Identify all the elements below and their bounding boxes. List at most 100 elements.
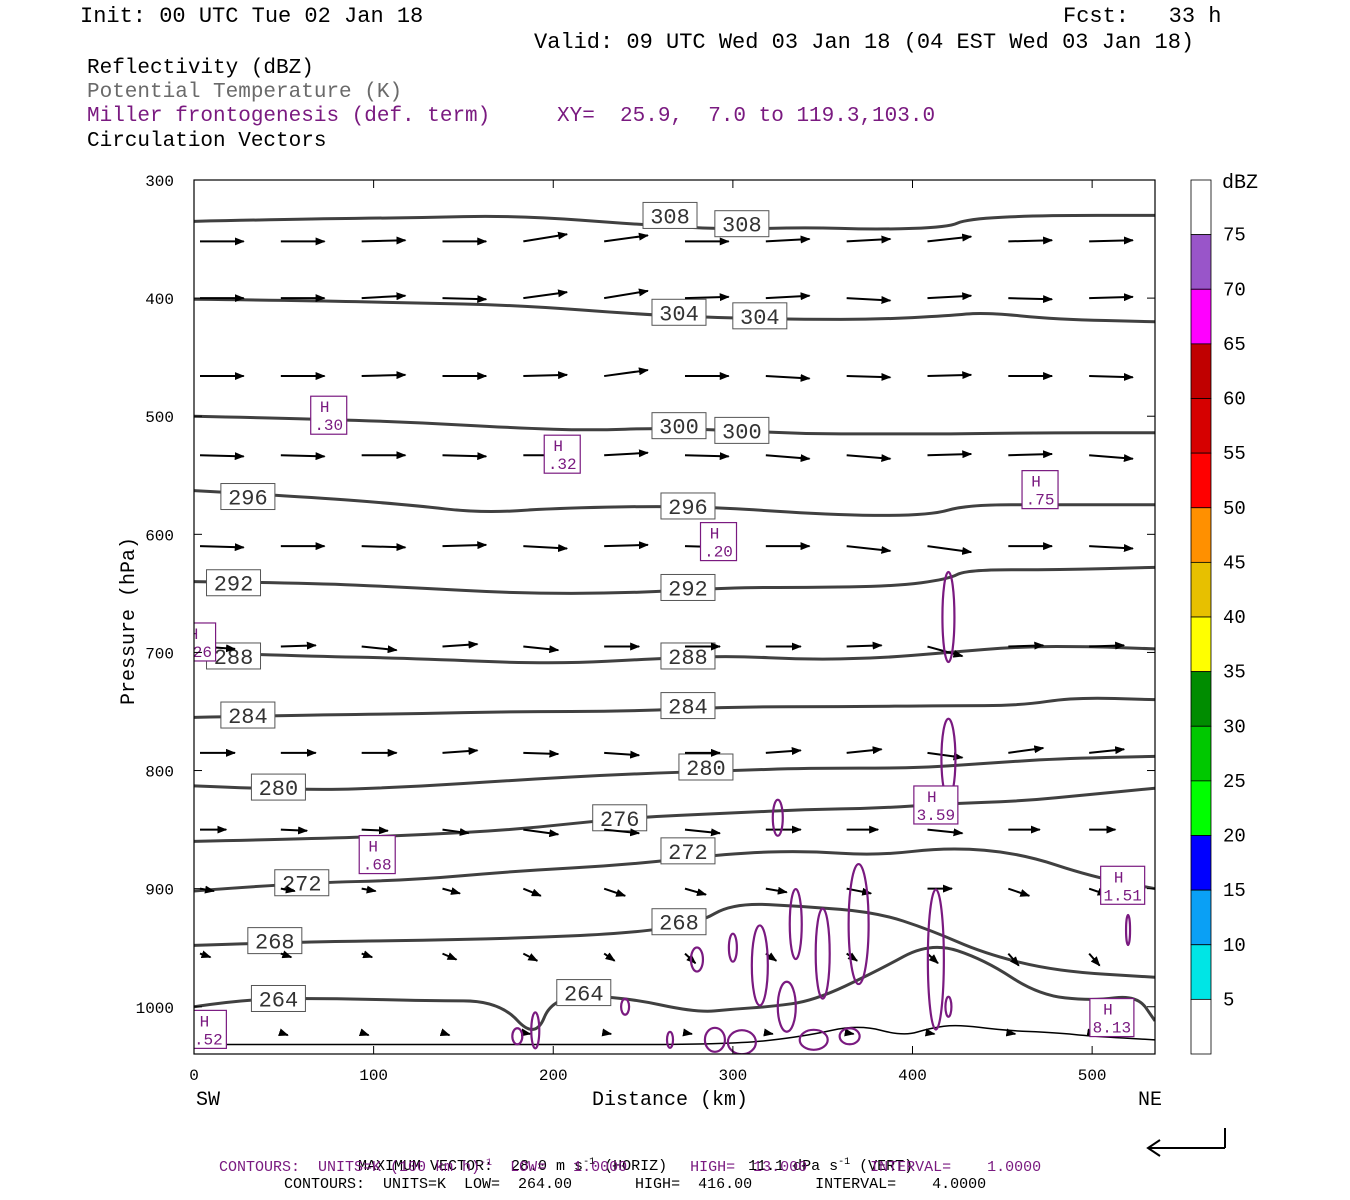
frontogenesis-contour: [788, 887, 803, 961]
colorbar-swatch: [1190, 288, 1212, 345]
colorbar-tick-label: 75: [1223, 225, 1246, 247]
wind-vector: [361, 543, 407, 552]
frontogenesis-contour: [530, 1011, 541, 1050]
wind-vector: [927, 751, 964, 761]
wind-vector: [523, 231, 569, 243]
wind-vector: [763, 1028, 774, 1037]
theta-label-280: 280: [686, 757, 726, 782]
y-axis-title: Pressure (hPa): [118, 537, 141, 705]
wind-vector: [927, 292, 973, 301]
x-tick-label: 300: [718, 1067, 747, 1085]
theta-label-304: 304: [740, 306, 780, 331]
wind-vector: [361, 885, 377, 894]
wind-vector: [684, 828, 721, 837]
fronto-max-label: H: [200, 1013, 210, 1031]
frontogenesis-contour: [665, 1030, 675, 1049]
theta-contour-264: [194, 945, 1155, 1031]
wind-vector: [1089, 544, 1134, 553]
wind-vector: [358, 1028, 370, 1037]
frontogenesis-contour: [727, 932, 738, 963]
wind-vector: [1007, 952, 1020, 967]
init-time: Init: 00 UTC Tue 02 Jan 18: [80, 4, 424, 29]
colorbar-swatch: [1190, 616, 1212, 673]
theta-label-300: 300: [659, 416, 699, 441]
colorbar-tick-label: 5: [1223, 989, 1234, 1011]
fronto-max-value: .68: [363, 857, 392, 875]
contours-fronto-range: LOW= 1.0000 HIGH= 13.000 INTERVAL= 1.000…: [510, 1159, 1042, 1176]
frontogenesis-contour: [620, 997, 631, 1016]
wind-vector: [1089, 373, 1134, 382]
frontogenesis-contour: [703, 1026, 727, 1053]
theta-label-box: [220, 701, 276, 729]
colorbar-swatch: [1190, 889, 1212, 946]
colorbar-tick-label: 10: [1223, 935, 1246, 957]
colorbar-tick-label: 55: [1223, 443, 1246, 465]
theta-label-308: 308: [650, 205, 690, 230]
max-vector-text: MAXIMUM VECTOR: 28.0 m s: [358, 1158, 584, 1175]
colorbar-tick-label: 20: [1223, 826, 1246, 848]
plot-frame: [193, 179, 1156, 1055]
field-frontogenesis: Miller frontogenesis (def. term): [87, 105, 491, 128]
wind-vector: [846, 641, 883, 650]
wind-vector: [927, 828, 964, 837]
fronto-max-value: .52: [194, 1031, 223, 1049]
wind-vector: [442, 640, 479, 649]
wind-vector: [1089, 746, 1126, 755]
theta-label-292: 292: [214, 573, 254, 598]
colorbar-tick-label: 70: [1223, 279, 1246, 301]
theta-label-box: [206, 569, 262, 597]
wind-vector: [439, 1028, 451, 1037]
wind-vector: [846, 373, 892, 382]
wind-vector: [280, 885, 296, 894]
frontogenesis-contour: [326, 164, 332, 172]
colorbar-tick-label: 15: [1223, 880, 1246, 902]
wind-vector: [280, 826, 309, 835]
colorbar-tick-label: 25: [1223, 771, 1246, 793]
wind-vector: [927, 233, 973, 243]
wind-vector: [361, 371, 407, 380]
wind-vector: [846, 746, 883, 755]
wind-vector: [361, 292, 407, 301]
y-tick-label: 800: [145, 764, 174, 782]
frontogenesis-contour: [926, 888, 945, 1031]
wind-vector: [442, 747, 479, 756]
theta-label-268: 268: [255, 931, 295, 956]
theta-label-box: [651, 298, 707, 326]
wind-vector: [603, 952, 616, 962]
theta-label-box: [714, 416, 770, 444]
wind-vector: [1008, 641, 1045, 650]
theta-label-box: [714, 210, 770, 238]
wind-vector: [1008, 295, 1054, 304]
wind-vector: [523, 645, 560, 654]
wind-vector: [280, 950, 293, 959]
wind-vector: [603, 288, 649, 300]
fronto-max-label: H: [927, 789, 937, 807]
wind-vector: [1005, 1028, 1017, 1037]
x-tick-label: 500: [1078, 1067, 1107, 1085]
wind-vector: [765, 373, 811, 382]
theta-label-box: [732, 302, 788, 330]
wind-vector: [1008, 745, 1045, 754]
wind-vector: [603, 887, 627, 897]
max-vector-exp: -1: [583, 1157, 596, 1168]
y-tick-label: 500: [145, 409, 174, 427]
wind-vector: [442, 295, 488, 304]
max-vector-vert: (VERT): [859, 1158, 914, 1175]
wind-vector: [846, 235, 892, 244]
colorbar-tick-label: 45: [1223, 552, 1246, 574]
frontogenesis-contour: [838, 1027, 861, 1046]
theta-label-268: 268: [659, 912, 699, 937]
wind-vector: [361, 826, 389, 835]
forecast-hour: Fcst: 33 h: [1063, 4, 1222, 29]
fronto-max-value: 8.13: [1093, 1020, 1131, 1038]
wind-vector: [604, 367, 649, 378]
wind-vector: [361, 950, 374, 959]
max-vector-vert-exp: -1: [838, 1157, 851, 1168]
wind-vector: [846, 952, 858, 962]
colorbar-swatch: [1190, 507, 1212, 563]
colorbar-swatch: [1190, 671, 1212, 727]
wind-vector: [442, 887, 461, 895]
colorbar-tick-label: 35: [1223, 662, 1246, 684]
wind-vector: [523, 749, 560, 758]
fronto-max-value: 1.51: [1103, 887, 1141, 905]
